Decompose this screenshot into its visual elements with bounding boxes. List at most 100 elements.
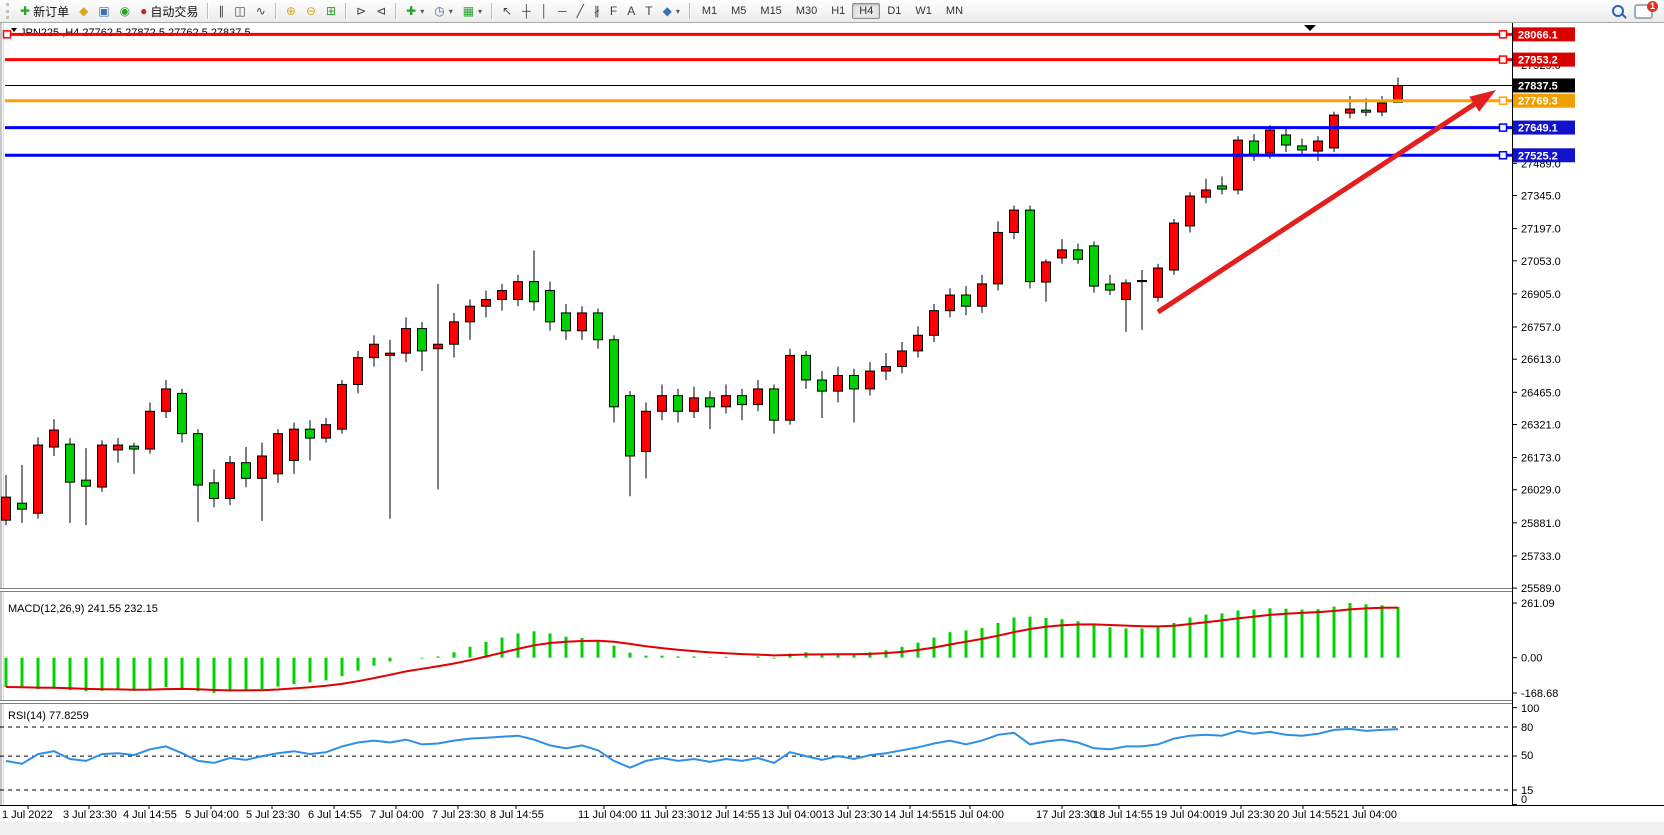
timeframe-H1[interactable]: H1 <box>824 3 852 19</box>
candle-up <box>577 312 587 332</box>
panel-separator[interactable] <box>0 700 1512 704</box>
autotrading-button[interactable]: ● 自动交易 <box>135 1 203 22</box>
new-order-button[interactable]: ✚ 新订单 <box>15 1 74 22</box>
candle-up <box>161 388 171 412</box>
candle-down <box>1281 134 1291 146</box>
candle-down <box>961 294 971 307</box>
tile-windows-button[interactable]: ⊞ <box>321 3 341 19</box>
channel-tool-button[interactable]: ∦ <box>589 3 605 19</box>
panel-separator[interactable] <box>0 588 1512 592</box>
timeframe-MN[interactable]: MN <box>939 3 970 19</box>
navigator-button[interactable]: ▣ <box>93 3 114 19</box>
line-handle[interactable] <box>1498 30 1508 39</box>
time-axis-label: 13 Jul 04:00 <box>762 809 822 821</box>
time-axis-label: 15 Jul 04:00 <box>944 809 1004 821</box>
text-tool-button[interactable]: A <box>622 3 640 19</box>
equidistant-channel-icon: ∦ <box>593 4 600 18</box>
chart-shift-marker[interactable] <box>1304 25 1316 31</box>
candle-down <box>673 395 683 412</box>
add-indicator-button[interactable]: ✚ ▾ <box>401 3 429 19</box>
candle-down <box>529 281 539 303</box>
price-line-badge <box>1513 120 1575 135</box>
autotrading-icon: ● <box>140 4 148 18</box>
line-handle[interactable] <box>2 30 12 39</box>
signals-icon: ◉ <box>119 4 131 18</box>
timeframe-M1[interactable]: M1 <box>695 3 724 19</box>
trend-arrow-head[interactable] <box>1469 90 1496 112</box>
candle-up <box>1233 139 1243 191</box>
rsi-tick-label: 100 <box>1521 703 1539 715</box>
cursor-tool-button[interactable]: ↖ <box>497 3 517 19</box>
toolbar-separator <box>688 3 691 19</box>
candle-up <box>913 334 923 352</box>
fibonacci-tool-button[interactable]: F <box>605 3 622 19</box>
line-handle[interactable] <box>1498 123 1508 132</box>
shapes-tool-button[interactable]: ◆ ▾ <box>658 3 685 19</box>
cursor-icon: ↖ <box>502 4 513 18</box>
line-handle[interactable] <box>1498 151 1508 160</box>
auto-scroll-button[interactable]: ⊳ <box>351 3 371 19</box>
chevron-down-icon: ▾ <box>448 6 453 16</box>
toolbar-grip[interactable] <box>6 3 12 19</box>
trend-arrow-line[interactable] <box>1156 102 1476 315</box>
candle-chart-mode-button[interactable]: ◫ <box>229 3 250 19</box>
candle-up <box>481 299 491 307</box>
candle-up <box>657 395 667 412</box>
price-line-badge <box>1513 148 1575 163</box>
candle-down <box>193 433 203 486</box>
macd-tick-label: 0.00 <box>1521 653 1542 665</box>
candle-up <box>1329 114 1339 149</box>
candle-down <box>1073 249 1083 260</box>
price-line-badge <box>1513 27 1575 42</box>
chevron-down-icon: ▾ <box>478 6 483 16</box>
market-watch-button[interactable]: ◆ <box>74 3 93 19</box>
rsi-tick-label: 80 <box>1521 722 1533 734</box>
timeframe-M30[interactable]: M30 <box>789 3 824 19</box>
candle-down <box>81 479 91 487</box>
macd-panel <box>4 603 1400 693</box>
periods-button[interactable]: ◷ ▾ <box>429 3 458 19</box>
horizontal-line-icon: ─ <box>558 4 567 18</box>
rsi-tick-label: 50 <box>1521 750 1533 762</box>
zoom-in-button[interactable]: ⊕ <box>281 3 301 19</box>
candle-down <box>1361 109 1371 113</box>
line-chart-mode-button[interactable]: ∿ <box>251 3 271 19</box>
chat-icon[interactable]: 1 <box>1634 0 1658 19</box>
candle-down <box>65 443 75 483</box>
candle-up <box>385 352 395 356</box>
price-tick-label: 27345.0 <box>1521 191 1561 203</box>
toolbar-separator <box>274 3 277 19</box>
rsi-line <box>5 727 1399 769</box>
search-icon[interactable] <box>1612 5 1624 17</box>
candle-up <box>1009 209 1019 233</box>
symbol-marker-icon[interactable] <box>11 28 17 32</box>
candle-up <box>353 357 363 385</box>
time-axis-label: 20 Jul 14:55 <box>1277 809 1337 821</box>
timeframe-W1[interactable]: W1 <box>908 3 939 19</box>
bar-chart-mode-button[interactable]: ∥ <box>213 3 229 19</box>
horizontal-line-tool-button[interactable]: ─ <box>553 3 572 19</box>
candle-up <box>33 444 43 514</box>
trendline-tool-button[interactable]: ╱ <box>572 3 589 19</box>
chart-shift-button[interactable]: ⊲ <box>371 3 391 19</box>
timeframe-D1[interactable]: D1 <box>880 3 908 19</box>
zoom-out-button[interactable]: ⊖ <box>301 3 321 19</box>
crosshair-tool-button[interactable]: ┼ <box>517 3 536 19</box>
templates-button[interactable]: ▦ ▾ <box>458 3 487 19</box>
market-watch-icon: ◆ <box>79 4 89 18</box>
candle-up <box>273 433 283 475</box>
time-axis-label: 11 Jul 23:30 <box>640 809 699 821</box>
vertical-line-tool-button[interactable]: │ <box>536 3 554 19</box>
price-line-badge-label: 27953.2 <box>1518 55 1558 67</box>
timeframe-H4[interactable]: H4 <box>852 3 881 19</box>
text-label-tool-button[interactable]: T <box>640 3 657 19</box>
candle-up <box>433 343 443 350</box>
notification-badge: 1 <box>1647 0 1658 12</box>
time-axis-label: 7 Jul 23:30 <box>432 809 486 821</box>
line-handle[interactable] <box>1498 96 1508 105</box>
timeframe-M5[interactable]: M5 <box>724 3 753 19</box>
line-handle[interactable] <box>1498 55 1508 64</box>
timeframe-M15[interactable]: M15 <box>753 3 788 19</box>
signals-button[interactable]: ◉ <box>115 3 135 19</box>
